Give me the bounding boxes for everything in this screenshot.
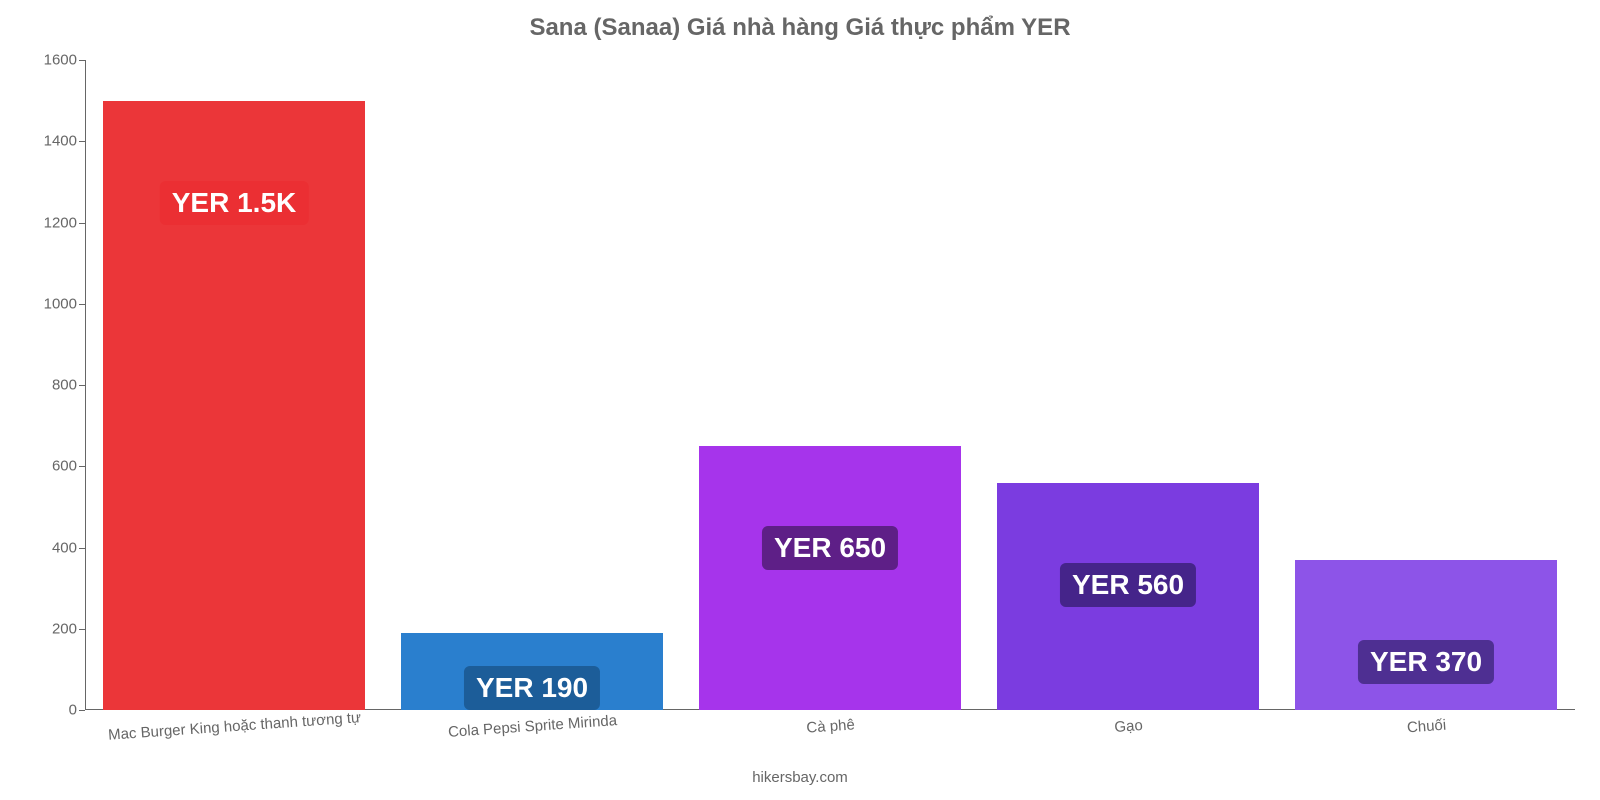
- price-bar-chart: Sana (Sanaa) Giá nhà hàng Giá thực phẩm …: [0, 0, 1600, 800]
- y-tick-mark: [79, 304, 85, 305]
- y-tick-mark: [79, 141, 85, 142]
- x-category-label: Mac Burger King hoặc thanh tương tự: [108, 709, 362, 744]
- bar-value-label: YER 560: [1060, 563, 1196, 607]
- x-category-label: Gạo: [1114, 717, 1143, 736]
- y-tick-mark: [79, 223, 85, 224]
- bars-container: YER 1.5K YER 190 YER 650 YER 560 YER 370: [85, 60, 1575, 710]
- x-category-label: Cola Pepsi Sprite Mirinda: [448, 712, 618, 741]
- bar-value-label: YER 650: [762, 526, 898, 570]
- y-tick-mark: [79, 60, 85, 61]
- y-tick-mark: [79, 710, 85, 711]
- y-tick-mark: [79, 466, 85, 467]
- bar-value-label: YER 1.5K: [160, 181, 309, 225]
- bar: [1295, 560, 1557, 710]
- credit-text: hikersbay.com: [0, 769, 1600, 786]
- y-tick-mark: [79, 629, 85, 630]
- x-category-label: Chuối: [1406, 717, 1446, 737]
- x-category-label: Cà phê: [806, 716, 855, 736]
- y-tick-mark: [79, 548, 85, 549]
- bar: [699, 446, 961, 710]
- chart-title: Sana (Sanaa) Giá nhà hàng Giá thực phẩm …: [0, 14, 1600, 42]
- bar-value-label: YER 370: [1358, 640, 1494, 684]
- bar-value-label: YER 190: [464, 666, 600, 710]
- y-tick-mark: [79, 385, 85, 386]
- plot-area: YER 1.5KYER 190YER 650YER 560YER 370 Mac…: [85, 60, 1575, 710]
